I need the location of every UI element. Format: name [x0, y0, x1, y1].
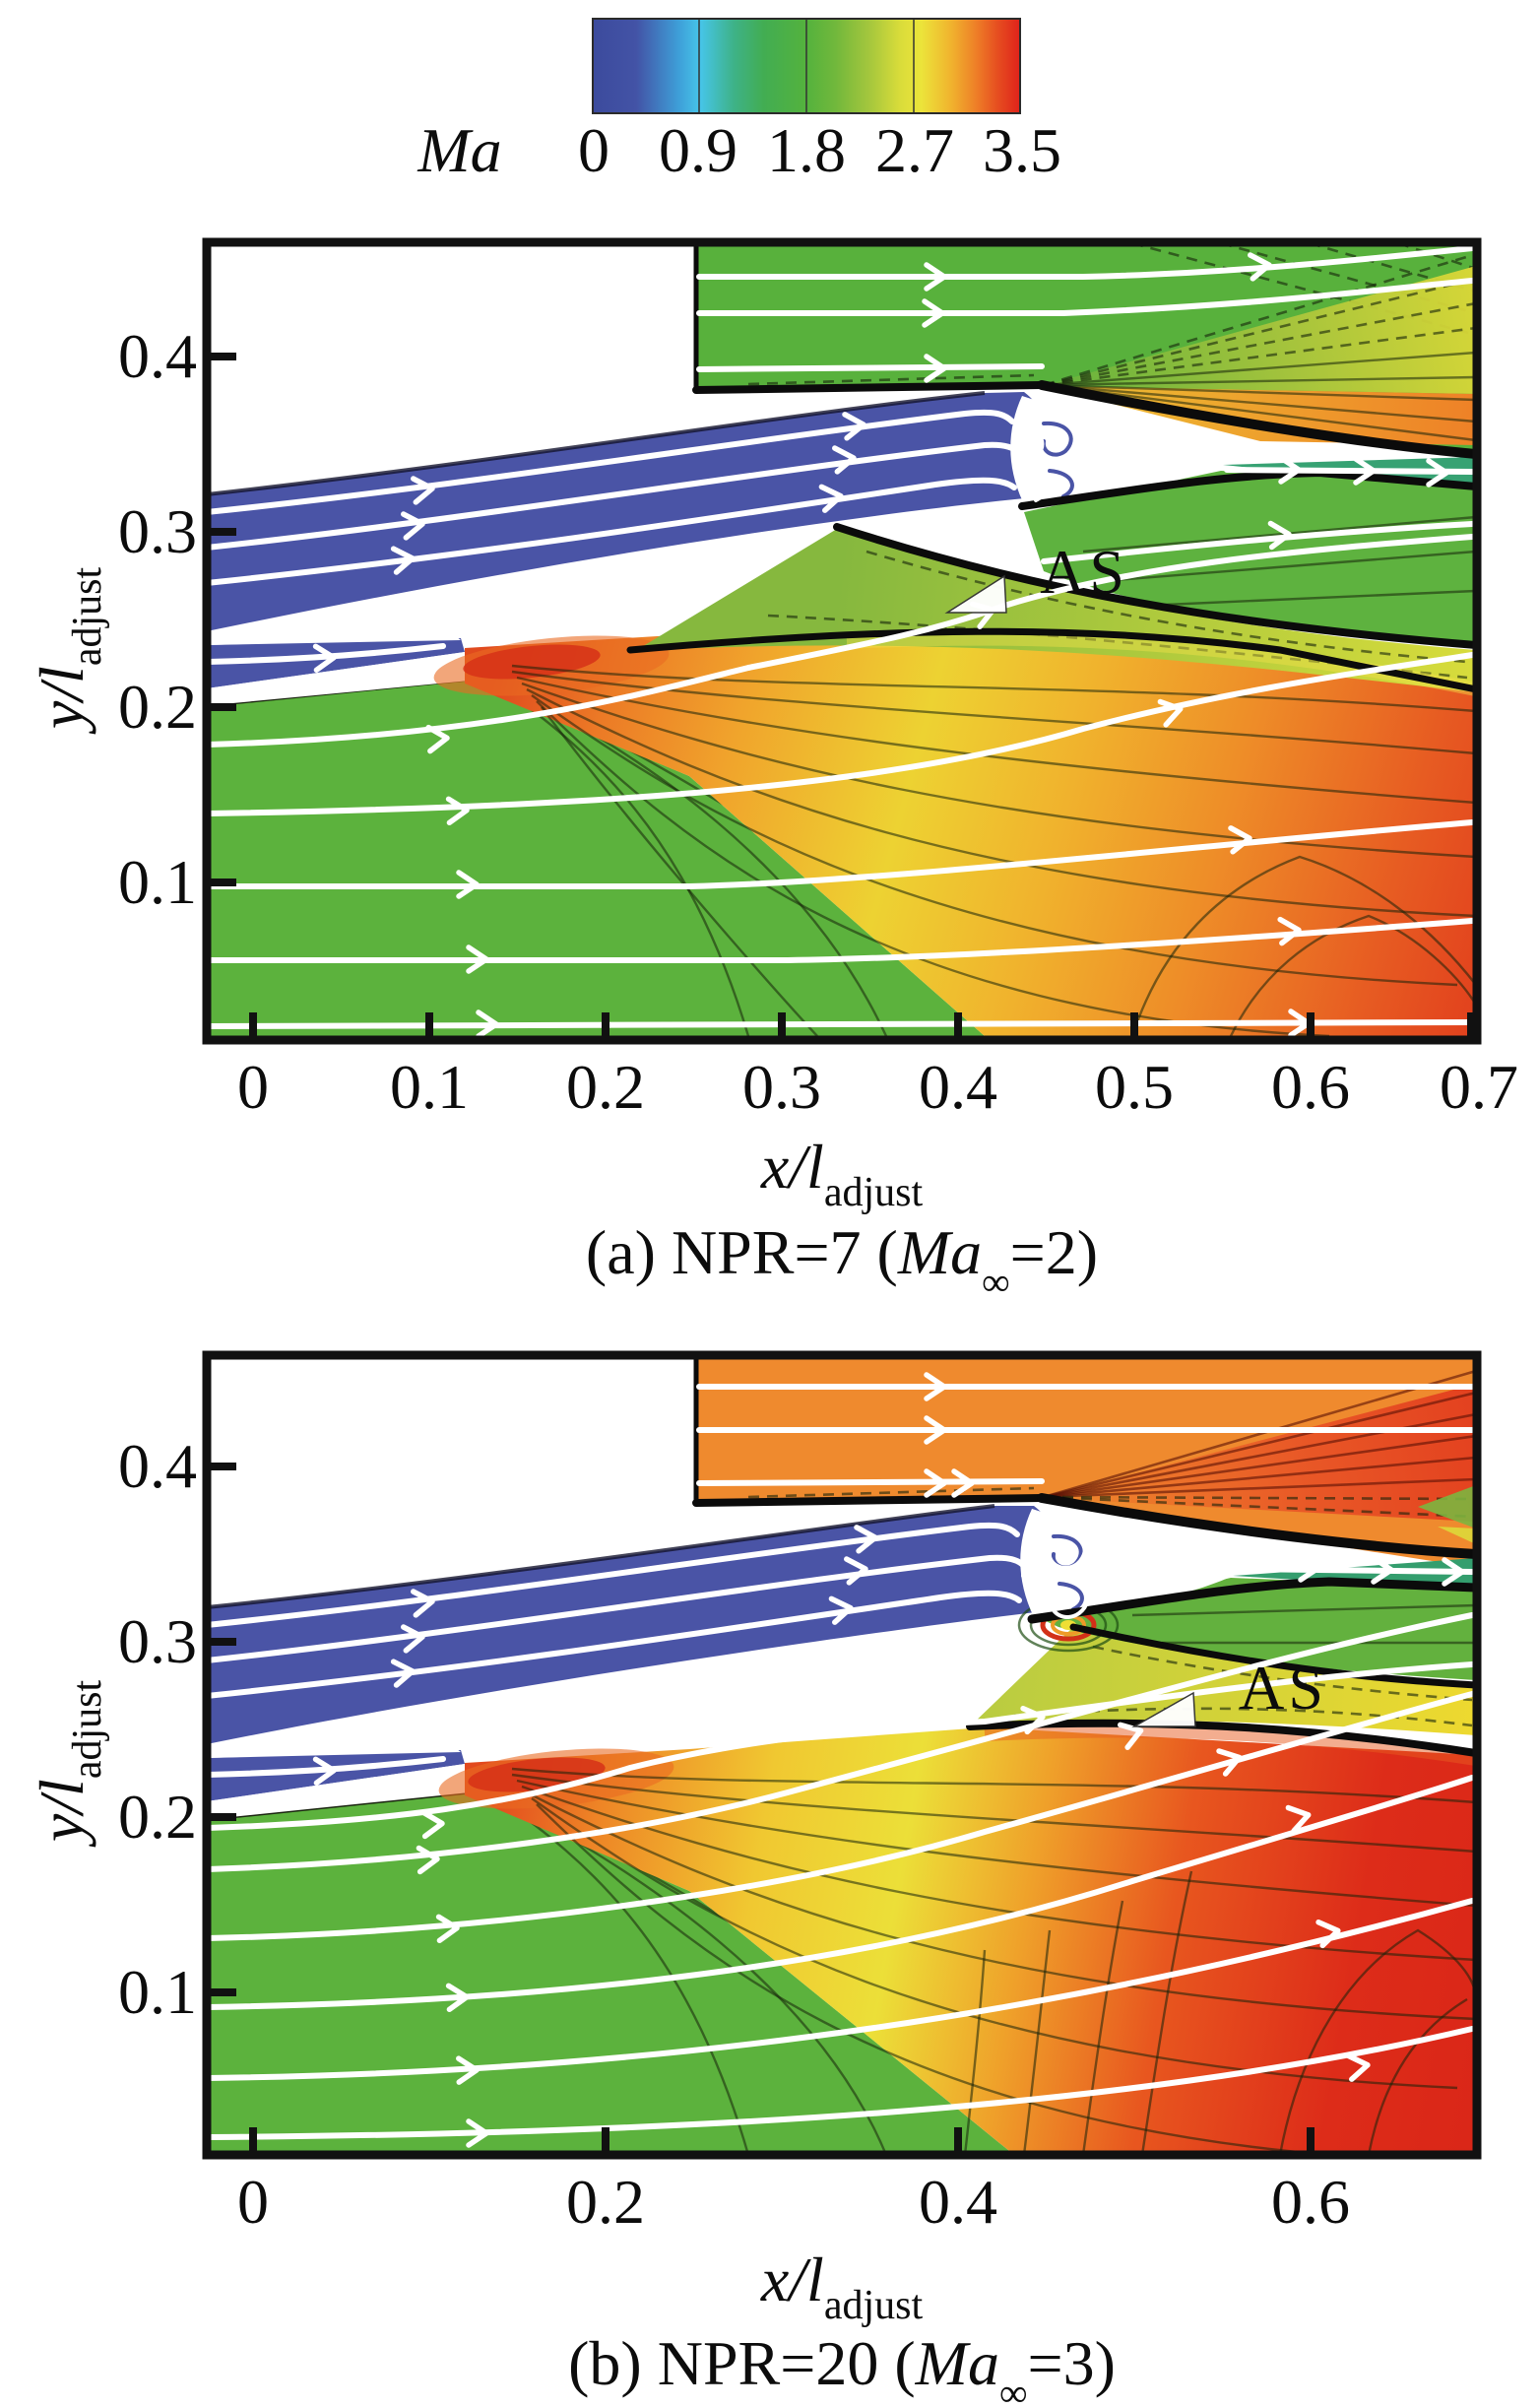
panel-b-as-annotation: AS [1239, 1653, 1327, 1723]
panel-b-as-triangle-marker [1131, 1691, 1196, 1727]
panel-b-x-axis-label: x/ladjust [760, 2245, 923, 2327]
panel-b-ylabel-main: y/l [27, 1779, 96, 1843]
panel-a-field [208, 243, 1476, 1039]
panel-b-ytick: 0.1 [118, 1957, 197, 2027]
colorbar-gradient [592, 18, 1021, 114]
colorbar-tick: 1.8 [767, 115, 846, 185]
colorbar-label: Ma [417, 115, 502, 185]
panel-a-xtick: 0 [237, 1052, 269, 1122]
colorbar-divider [805, 20, 807, 112]
panel-b-ylabel-sub: adjust [65, 1679, 110, 1780]
panel-a-ylabel-main: y/l [27, 666, 96, 730]
panel-a-xtick: 0.2 [566, 1052, 645, 1122]
panel-a-shock-fan [1042, 252, 1476, 445]
colorbar-tick: 0.9 [659, 115, 737, 185]
panel-b-shock-fan [1042, 1369, 1476, 1544]
panel-a-caption-prefix: (a) NPR=7 ( [585, 1217, 898, 1287]
panel-b-xlabel-main: x/l [760, 2245, 824, 2314]
panel-a-xtick: 0.6 [1271, 1052, 1350, 1122]
panel-b-ytick: 0.2 [118, 1782, 197, 1852]
panel-b-xtick: 0.6 [1271, 2167, 1350, 2237]
panel-a-shear-layers [626, 380, 1476, 693]
panel-a-xtick: 0.3 [742, 1052, 821, 1122]
panel-b-caption-prefix: (b) NPR=20 ( [568, 2328, 916, 2398]
panel-b-freestream [696, 1356, 1476, 1568]
panel-b-caption-suffix: =3) [1027, 2328, 1116, 2398]
panel-b-caption: (b) NPR=20 (Ma∞=3) [568, 2332, 1116, 2408]
panel-a-caption-infinity: ∞ [982, 1260, 1010, 1304]
panel-a-ytick: 0.1 [118, 847, 197, 917]
colorbar-divider [913, 20, 915, 112]
panel-a-caption-ma: Ma [897, 1217, 983, 1287]
panel-b-ytick: 0.3 [118, 1606, 197, 1676]
panel-b-frame [202, 1350, 1482, 2160]
panel-b-caption-ma: Ma [915, 2328, 999, 2398]
panel-b-xtick: 0.4 [919, 2167, 997, 2237]
panel-a-x-axis-label: x/ladjust [761, 1136, 923, 1214]
panel-b-cowl [692, 1356, 1046, 1507]
panel-a-recirculation [1010, 396, 1223, 504]
colorbar-divider [698, 20, 700, 112]
panel-a-xlabel-sub: adjust [823, 1170, 924, 1215]
panel-a-streamlines [208, 245, 1475, 1036]
panel-a-frame [202, 237, 1482, 1045]
panel-a-xtick: 0.1 [390, 1052, 469, 1122]
panel-a-xtick: 0.5 [1095, 1052, 1174, 1122]
panel-b-xtick: 0.2 [566, 2167, 645, 2237]
panel-b-y-axis-label: y/ladjust [27, 1680, 110, 1842]
panel-b-ytick: 0.4 [118, 1431, 197, 1501]
panel-a-ytick: 0.4 [118, 321, 197, 391]
panel-b-field [208, 1356, 1476, 2154]
panel-a-ytick: 0.3 [118, 496, 197, 566]
colorbar-tick: 2.7 [875, 115, 954, 185]
panel-b-caption-infinity: ∞ [998, 2371, 1028, 2408]
panel-a-ytick: 0.2 [118, 672, 197, 742]
colorbar-tick: 0 [578, 115, 609, 185]
panel-a-caption: (a) NPR=7 (Ma∞=2) [586, 1221, 1098, 1302]
panel-b-xtick: 0 [237, 2167, 269, 2237]
panel-a-xtick: 0.7 [1440, 1052, 1518, 1122]
panel-a-cowl [692, 243, 1046, 394]
colorbar-tick: 3.5 [983, 115, 1061, 185]
panel-a-xlabel-main: x/l [760, 1132, 824, 1202]
panel-a-y-axis-label: y/ladjust [27, 567, 110, 729]
panel-b-streamlines [208, 1375, 1475, 2145]
panel-a-xtick: 0.4 [919, 1052, 997, 1122]
panel-a-as-triangle-marker [944, 574, 1007, 614]
panel-a-as-annotation: AS [1040, 537, 1128, 607]
panel-a-caption-suffix: =2) [1009, 1217, 1099, 1287]
panel-b-shear-layers [966, 1493, 1476, 1757]
panel-b-xlabel-sub: adjust [823, 2283, 924, 2328]
panel-a-ylabel-sub: adjust [65, 566, 110, 667]
panel-a-plume [433, 621, 1476, 1038]
